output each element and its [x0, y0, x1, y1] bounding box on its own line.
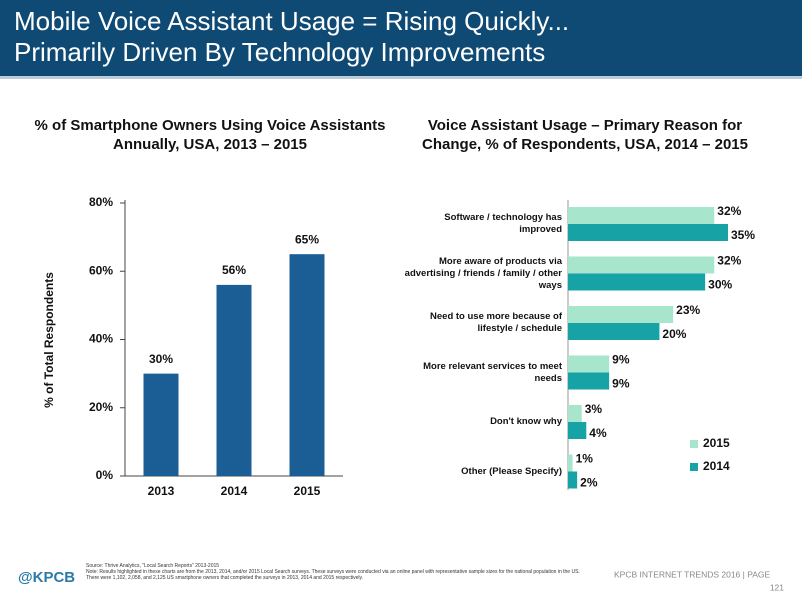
bar: [568, 306, 674, 323]
bar: [568, 323, 660, 340]
y-tick-label: 80%: [89, 195, 113, 209]
slide-title: Mobile Voice Assistant Usage = Rising Qu…: [14, 6, 570, 36]
bar: [289, 254, 325, 476]
value-label: 2%: [580, 476, 598, 490]
source: Source: Thrive Analytics, “Local Search …: [86, 563, 220, 569]
value-label: 30%: [149, 352, 173, 366]
legend-label: 2014: [703, 459, 730, 473]
value-label: 1%: [576, 452, 594, 466]
value-label: 23%: [676, 303, 700, 317]
chart-title: Annually, USA, 2013 – 2015: [113, 136, 307, 153]
value-label: 9%: [612, 377, 630, 391]
y-tick-label: 0%: [96, 468, 114, 482]
value-label: 65%: [295, 232, 319, 246]
value-label: 56%: [222, 263, 246, 277]
bar: [568, 224, 728, 241]
legend-label: 2015: [703, 436, 730, 450]
value-label: 30%: [708, 278, 732, 292]
value-label: 32%: [717, 204, 741, 218]
bar: [568, 355, 610, 373]
value-label: 20%: [662, 327, 686, 341]
logo: @KPCB: [18, 569, 75, 586]
category-label: Software / technology has improved: [444, 212, 562, 235]
bar: [568, 207, 715, 224]
bar: [216, 284, 252, 476]
category-label: More aware of products via advertising /…: [404, 255, 562, 291]
value-label: 32%: [717, 254, 741, 268]
chart-title: Change, % of Respondents, USA, 2014 – 20…: [422, 136, 748, 153]
bar: [568, 422, 587, 439]
value-label: 4%: [589, 426, 607, 440]
slide-title: Primarily Driven By Technology Improveme…: [14, 37, 546, 67]
x-tick-label: 2013: [148, 484, 175, 498]
legend-swatch: [690, 440, 698, 448]
value-label: 3%: [585, 402, 603, 416]
bar: [568, 273, 706, 291]
x-tick-label: 2015: [294, 484, 321, 498]
category-label: More relevant services to meet needs: [423, 360, 562, 384]
chart-title: Voice Assistant Usage – Primary Reason f…: [427, 117, 743, 134]
y-axis-label: % of Total Respondents: [42, 272, 56, 408]
chart-title: % of Smartphone Owners Using Voice Assis…: [34, 117, 386, 134]
note: Note: Results highlighted in these chart…: [86, 569, 580, 581]
category-label: Need to use more because of lifestyle / …: [430, 311, 562, 334]
footer-right: KPCB INTERNET TRENDS 2016 | PAGE: [614, 569, 771, 579]
bar: [568, 471, 578, 489]
value-label: 9%: [612, 353, 630, 367]
x-tick-label: 2014: [221, 484, 248, 498]
value-label: 35%: [731, 228, 755, 242]
bar: [568, 454, 573, 472]
legend-swatch: [690, 463, 698, 471]
bar: [568, 405, 582, 422]
category-label: Other (Please Specify): [461, 465, 562, 477]
y-tick-label: 60%: [89, 263, 113, 277]
bar: [568, 256, 715, 274]
y-tick-label: 40%: [89, 332, 113, 346]
header: Mobile Voice Assistant Usage = Rising Qu…: [0, 0, 802, 79]
bar: [143, 373, 179, 476]
y-tick-label: 20%: [89, 400, 113, 414]
page-number: 121: [770, 582, 784, 592]
category-label: Don't know why: [490, 416, 562, 427]
bar: [568, 372, 610, 390]
